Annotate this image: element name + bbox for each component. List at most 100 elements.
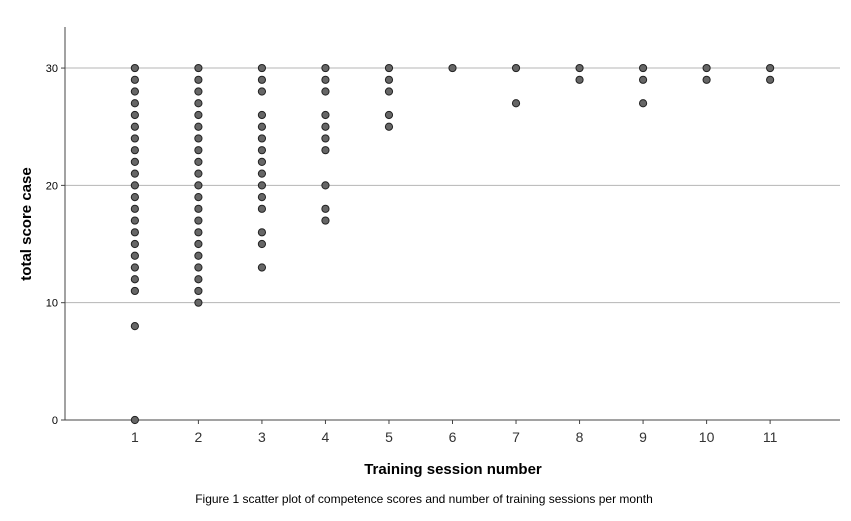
- scatter-point-x2-y14: [194, 251, 203, 260]
- scatter-point-x1-y23: [130, 146, 139, 155]
- scatter-point-x1-y17: [130, 216, 139, 225]
- scatter-point-x1-y27: [130, 99, 139, 108]
- scatter-point-x3-y29: [257, 75, 267, 84]
- scatter-point-x2-y10: [194, 298, 203, 307]
- scatter-point-x4-y28: [321, 87, 330, 96]
- scatter-point-x5-y28: [384, 87, 394, 96]
- scatter-point-x8-y30: [575, 63, 584, 73]
- scatter-point-x4-y26: [321, 110, 330, 120]
- scatter-point-x3-y25: [257, 122, 267, 131]
- scatter-point-x2-y25: [194, 122, 203, 131]
- scatter-point-x3-y13: [257, 263, 267, 272]
- scatter-point-x7-y30: [511, 63, 521, 73]
- scatter-point-x2-y20: [194, 181, 203, 190]
- point-layer: [130, 63, 775, 425]
- scatter-point-x3-y28: [257, 87, 267, 96]
- scatter-point-x6-y30: [448, 63, 457, 73]
- scatter-point-x2-y24: [194, 134, 203, 143]
- y-axis-title: total score case: [18, 167, 35, 280]
- scatter-point-x3-y19: [257, 193, 267, 202]
- scatter-point-x4-y30: [321, 63, 330, 73]
- scatter-point-x3-y23: [257, 146, 267, 155]
- x-tick-label-2: 2: [195, 429, 203, 445]
- scatter-point-x1-y14: [130, 251, 139, 260]
- scatter-point-x5-y29: [384, 75, 394, 84]
- scatter-point-x1-y24: [130, 134, 139, 143]
- scatter-point-x5-y26: [384, 110, 394, 120]
- x-tick-label-5: 5: [385, 429, 393, 445]
- scatter-point-x1-y13: [130, 263, 139, 272]
- scatter-point-x7-y27: [511, 99, 521, 108]
- scatter-point-x2-y15: [194, 239, 203, 249]
- x-tick-label-4: 4: [322, 429, 330, 445]
- scatter-point-x2-y30: [194, 63, 203, 73]
- scatter-point-x2-y26: [194, 110, 203, 120]
- scatter-point-x10-y30: [702, 63, 711, 73]
- x-tick-label-10: 10: [699, 429, 715, 445]
- scatter-point-x4-y23: [321, 146, 330, 155]
- scatter-point-x3-y26: [257, 110, 267, 120]
- scatter-point-x2-y28: [194, 87, 203, 96]
- y-tick-label-10: 10: [46, 298, 58, 310]
- scatter-point-x2-y29: [194, 75, 203, 84]
- axis-layer: [64, 27, 840, 421]
- x-tick-label-9: 9: [639, 429, 647, 445]
- scatter-point-x2-y16: [194, 228, 203, 237]
- y-tick-label-30: 30: [46, 63, 58, 75]
- figure-caption: Figure 1 scatter plot of competence scor…: [195, 492, 653, 506]
- x-tick-label-11: 11: [763, 429, 778, 445]
- x-axis-title: Training session number: [364, 461, 542, 478]
- scatter-point-x1-y26: [130, 110, 139, 120]
- scatter-point-x5-y25: [384, 122, 394, 131]
- scatter-point-x4-y17: [321, 216, 330, 225]
- scatter-point-x2-y19: [194, 193, 203, 202]
- x-tick-label-7: 7: [512, 429, 520, 445]
- y-tick-label-20: 20: [46, 180, 58, 192]
- scatter-point-x1-y16: [130, 228, 139, 237]
- scatter-point-x2-y17: [194, 216, 203, 225]
- scatter-point-x1-y19: [130, 193, 139, 202]
- scatter-point-x1-y12: [130, 275, 139, 284]
- tick-layer: 0 10 20 30 1 2 3 4 5 6 7 8 9 10 11: [46, 63, 778, 445]
- scatter-point-x3-y21: [257, 169, 267, 178]
- scatter-point-x3-y22: [257, 157, 267, 167]
- grid-layer: [65, 67, 840, 304]
- x-tick-label-3: 3: [258, 429, 266, 445]
- scatter-point-x1-y30: [130, 63, 139, 73]
- scatter-point-x8-y29: [575, 75, 584, 84]
- scatter-point-x9-y30: [638, 63, 648, 73]
- scatter-point-x2-y23: [194, 146, 203, 155]
- scatter-point-x3-y20: [257, 181, 267, 190]
- x-tick-label-8: 8: [576, 429, 584, 445]
- scatter-point-x2-y13: [194, 263, 203, 272]
- scatter-point-x5-y30: [384, 63, 394, 73]
- scatter-point-x2-y21: [194, 169, 203, 178]
- scatter-point-x3-y16: [257, 228, 267, 237]
- scatter-point-x4-y20: [321, 181, 330, 190]
- scatter-point-x3-y30: [257, 63, 267, 73]
- scatter-point-x4-y29: [321, 75, 330, 84]
- scatter-point-x2-y11: [194, 286, 203, 296]
- scatter-point-x1-y29: [130, 75, 139, 84]
- scatter-point-x2-y27: [194, 99, 203, 108]
- scatter-point-x1-y15: [130, 239, 139, 249]
- scatter-point-x10-y29: [702, 75, 711, 84]
- scatter-point-x1-y18: [130, 204, 139, 213]
- scatter-point-x11-y30: [766, 63, 775, 73]
- scatter-point-x3-y24: [257, 134, 267, 143]
- scatter-point-x3-y15: [257, 239, 267, 249]
- scatter-point-x4-y18: [321, 204, 330, 213]
- scatter-point-x1-y21: [130, 169, 139, 178]
- scatter-point-x2-y22: [194, 157, 203, 167]
- scatter-point-x4-y25: [321, 122, 330, 131]
- scatter-point-x4-y24: [321, 134, 330, 143]
- y-tick-label-0: 0: [52, 415, 58, 427]
- scatter-point-x1-y0: [130, 415, 139, 425]
- scatter-point-x1-y11: [130, 286, 139, 296]
- scatter-point-x2-y18: [194, 204, 203, 213]
- scatter-point-x1-y8: [130, 322, 139, 331]
- scatter-point-x1-y22: [130, 157, 139, 167]
- scatter-point-x3-y18: [257, 204, 267, 213]
